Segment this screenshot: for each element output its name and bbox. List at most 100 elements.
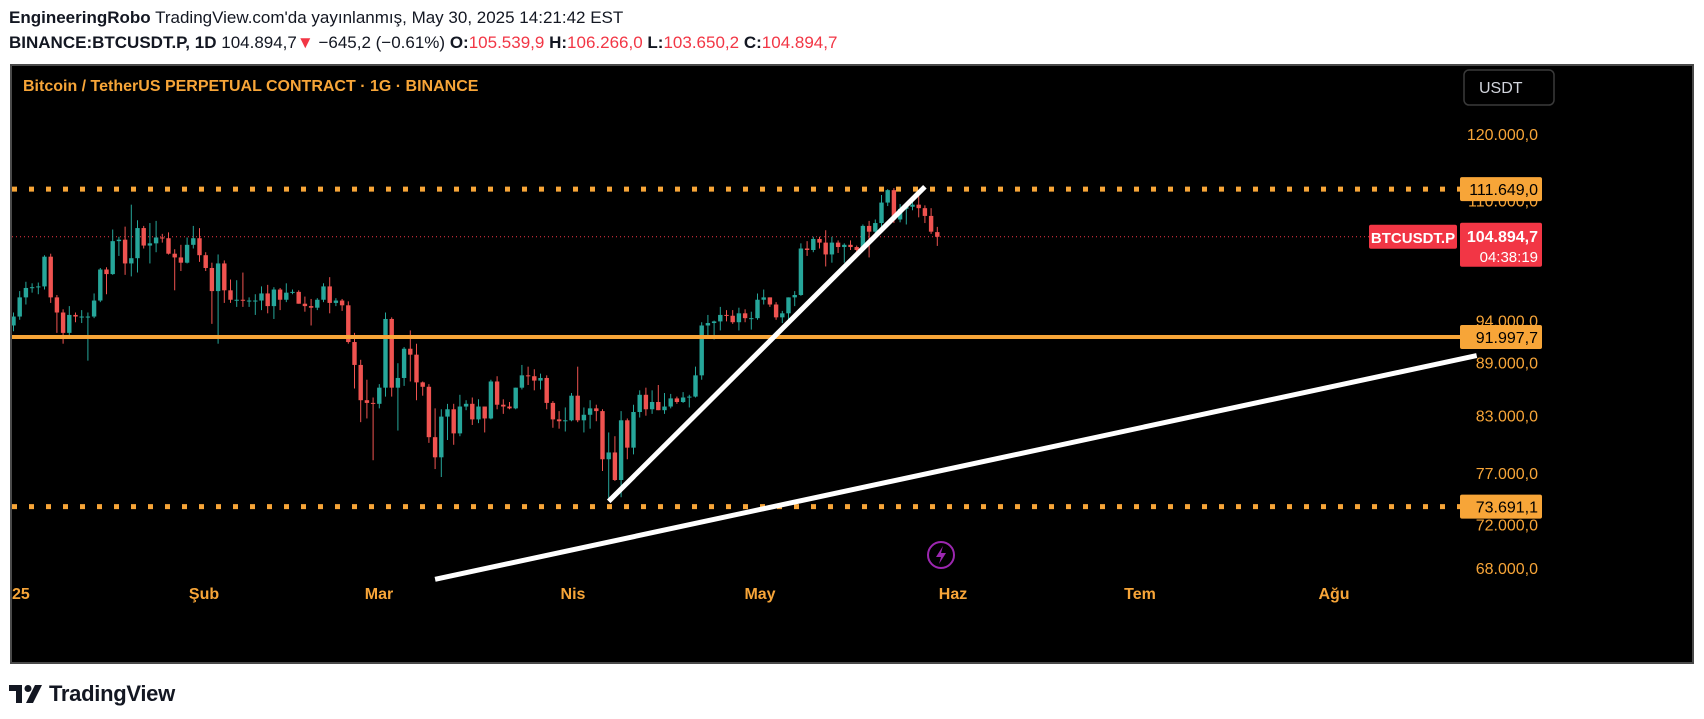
level-price-label: 91.997,7 (1476, 330, 1538, 347)
candle (544, 375, 549, 410)
candle (668, 393, 673, 409)
candle (116, 236, 122, 256)
candle (637, 390, 642, 418)
publish-info: EngineeringRobo TradingView.com'da yayın… (9, 8, 623, 28)
candle (680, 392, 686, 403)
chart-panel[interactable]: 120.000,0 110.000,0 94.000,0 89.000,0 83.000… (10, 64, 1694, 664)
candle (643, 387, 649, 416)
chart-title: Bitcoin / TetherUS PERPETUAL CONTRACT · … (23, 78, 479, 95)
candle (773, 302, 779, 320)
candle (848, 240, 853, 250)
close-value: 104.894,7 (761, 33, 838, 52)
price-chart[interactable]: 120.000,0110.000,094.000,089.000,083.000… (12, 66, 1692, 662)
candle (749, 311, 754, 330)
candle (29, 283, 35, 293)
candle (618, 411, 624, 498)
candle (817, 236, 822, 249)
candle (315, 298, 320, 311)
candle (550, 401, 556, 428)
candle (482, 406, 487, 433)
high-label: H: (549, 33, 568, 52)
level-price-label: 73.691,1 (1476, 500, 1538, 517)
candle (432, 408, 438, 470)
time-tick-label: Mar (365, 586, 393, 603)
price-tick-label: 83.000,0 (1476, 409, 1538, 426)
candle (339, 298, 345, 311)
candle (23, 281, 29, 305)
time-tick-label: Nis (561, 586, 586, 603)
candle (755, 293, 760, 320)
candle (42, 255, 47, 290)
open-label: O: (449, 33, 469, 52)
tradingview-logo-icon (9, 685, 42, 703)
candle (625, 418, 630, 460)
candle (761, 289, 766, 305)
lightning-icon[interactable] (927, 541, 955, 569)
candle (916, 195, 921, 218)
candle (308, 298, 314, 326)
current-price-label: 104.894,7 (1467, 229, 1538, 246)
candle (215, 254, 221, 344)
tradingview-logo[interactable]: TradingView (9, 680, 175, 708)
candle (705, 314, 711, 338)
candle (736, 307, 742, 331)
candle (141, 225, 146, 249)
candle (556, 411, 562, 429)
candle (178, 244, 184, 272)
candle (271, 287, 277, 319)
author-name[interactable]: EngineeringRobo (9, 8, 151, 27)
price-axis[interactable]: 120.000,0110.000,094.000,089.000,083.000… (1369, 127, 1542, 578)
tradingview-logo-text: TradingView (49, 681, 175, 706)
trendline-0[interactable] (606, 184, 927, 504)
candle (302, 296, 308, 312)
candle (240, 272, 246, 307)
candle (724, 310, 729, 322)
candle (525, 366, 531, 386)
candle (36, 282, 41, 295)
candle (879, 194, 884, 228)
candle (835, 240, 841, 253)
candle (54, 295, 60, 333)
candle (352, 332, 357, 389)
candle (612, 436, 618, 482)
time-axis[interactable]: 25 Şub Mar Nis May Haz Tem Ağu (12, 586, 1350, 603)
time-tick-label: May (744, 586, 775, 603)
candle (935, 226, 940, 246)
candle (718, 306, 723, 331)
candle (333, 298, 339, 307)
candle (184, 237, 190, 264)
candle (209, 262, 215, 324)
candle (798, 243, 804, 296)
candle (98, 267, 103, 303)
candle (395, 363, 401, 431)
candle (507, 402, 512, 410)
candle (420, 381, 425, 396)
candle (160, 233, 165, 243)
candle (222, 260, 227, 303)
candle (693, 366, 698, 398)
ohlc-summary: BINANCE:BTCUSDT.P, 1D 104.894,7▼ −645,2 … (9, 33, 837, 53)
candle (780, 310, 785, 324)
candle (122, 226, 128, 275)
price-tick-label: 68.000,0 (1476, 561, 1538, 578)
candle (147, 223, 153, 264)
candle (104, 267, 109, 295)
candle (277, 287, 283, 311)
candle (153, 220, 159, 253)
candle (290, 289, 295, 295)
candle (730, 310, 735, 324)
candle (457, 394, 463, 437)
high-value: 106.266,0 (567, 33, 643, 52)
candle (234, 280, 239, 307)
price-change: −645,2 (−0.61%) (318, 33, 446, 52)
time-tick-label: 25 (12, 586, 30, 603)
candle (606, 432, 611, 499)
close-label: C: (743, 33, 762, 52)
candle (296, 290, 301, 304)
symbol-badge-label: BTCUSDT.P (1371, 230, 1455, 247)
candle (129, 204, 134, 277)
trendline-1[interactable] (434, 353, 1478, 582)
candle (532, 369, 537, 391)
currency-button[interactable]: USDT (1463, 69, 1555, 106)
candles-layer (12, 188, 1460, 499)
